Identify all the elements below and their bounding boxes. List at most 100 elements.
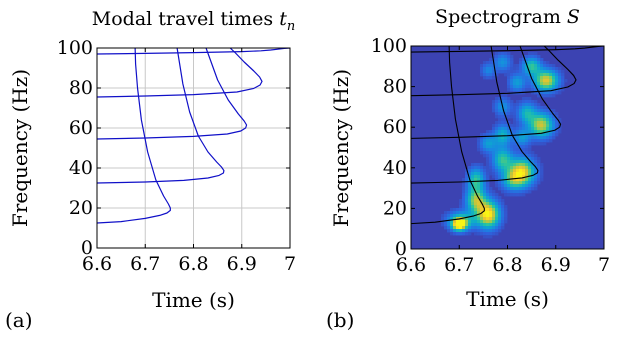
chart-b-heatmap-cell [537, 76, 541, 80]
chart-b-heatmap-cell [525, 190, 529, 194]
chart-b-heatmap-cell [495, 214, 499, 218]
chart-b-heatmap-cell [546, 124, 550, 128]
chart-b-heatmap-cell [504, 211, 508, 215]
chart-b-heatmap-cell [501, 163, 505, 167]
chart-b-heatmap-cell [540, 109, 544, 113]
chart-b-heatmap-cell [498, 199, 502, 203]
chart-b-heatmap-cell [525, 118, 529, 122]
chart-b-heatmap-cell [507, 103, 511, 107]
chart-b-heatmap-cell [534, 187, 538, 191]
chart-b-heatmap-cell [519, 136, 523, 140]
chart-a-series [97, 48, 290, 224]
chart-b-heatmap-cell [528, 121, 532, 125]
chart-b-heatmap-cell [486, 235, 490, 239]
chart-b-heatmap-cell [492, 127, 496, 131]
chart-b-heatmap-cell [486, 67, 490, 71]
chart-b-heatmap-cell [489, 169, 493, 173]
chart-b-heatmap-cell [489, 157, 493, 161]
chart-b-heatmap-cell [486, 70, 490, 74]
chart-b-heatmap-cell [501, 64, 505, 68]
chart-b-heatmap-cell [519, 121, 523, 125]
chart-b-heatmap-cell [483, 172, 487, 176]
chart-b-heatmap-cell [534, 91, 538, 95]
chart-b-heatmap-cell [504, 142, 508, 146]
chart-b-heatmap-cell [468, 211, 472, 215]
chart-b-heatmap-cell [546, 88, 550, 92]
chart-b-heatmap-cell [540, 130, 544, 134]
chart-b-heatmap-cell [534, 163, 538, 167]
chart-b-heatmap-cell [510, 178, 514, 182]
chart-b-heatmap-cell [462, 208, 466, 212]
chart-b-heatmap-cell [516, 100, 520, 104]
chart-b-heatmap-cell [465, 211, 469, 215]
chart-b-heatmap-cell [471, 181, 475, 185]
chart-b-heatmap-cell [546, 139, 550, 143]
chart-b-heatmap-cell [480, 133, 484, 137]
chart-b-heatmap-cell [489, 64, 493, 68]
chart-b-heatmap-cell [537, 58, 541, 62]
chart-b-heatmap-cell [522, 130, 526, 134]
chart-a-ylabel: Frequency (Hz) [8, 69, 32, 227]
chart-b-heatmap-cell [516, 178, 520, 182]
chart-b-heatmap-cell [477, 205, 481, 209]
chart-b-heatmap-cell [540, 115, 544, 119]
chart-b-heatmap-cell [465, 172, 469, 176]
chart-b-heatmap-cell [549, 64, 553, 68]
chart-b-heatmap-cell [495, 175, 499, 179]
chart-b-heatmap-cell [516, 175, 520, 179]
chart-b-heatmap-cell [504, 52, 508, 56]
chart-b-heatmap-cell [447, 223, 451, 227]
chart-b-heatmap-cell [522, 184, 526, 188]
chart-b-heatmap-cell [519, 127, 523, 131]
chart-b-heatmap-cell [483, 148, 487, 152]
chart-b-heatmap-cell [531, 130, 535, 134]
chart-b-heatmap-cell [480, 232, 484, 236]
chart-b-heatmap-cell [546, 94, 550, 98]
chart-b-heatmap-cell [480, 223, 484, 227]
chart-b-heatmap-cell [486, 163, 490, 167]
chart-b-heatmap-cell [480, 226, 484, 230]
chart-b-heatmap-cell [465, 184, 469, 188]
chart-b-heatmap-cell [450, 226, 454, 230]
chart-b-heatmap-cell [537, 55, 541, 59]
chart-b-heatmap-cell [501, 148, 505, 152]
chart-b-heatmap-cell [525, 82, 529, 86]
chart-b-heatmap-cell [540, 58, 544, 62]
chart-b-heatmap-cell [480, 196, 484, 200]
chart-b-heatmap-cell [531, 133, 535, 137]
chart-b-heatmap-cell [504, 220, 508, 224]
chart-b-heatmap-cell [498, 112, 502, 116]
chart-b-heatmap-cell [513, 142, 517, 146]
chart-b-heatmap-cell [504, 169, 508, 173]
chart-b-heatmap-cell [441, 223, 445, 227]
chart-b-heatmap-cell [486, 181, 490, 185]
chart-b-heatmap-cell [510, 64, 514, 68]
chart-b-heatmap-cell [501, 97, 505, 101]
chart-b-heatmap-cell [558, 91, 562, 95]
chart-b-heatmap-cell [534, 157, 538, 161]
chart-b-heatmap-cell [534, 52, 538, 56]
chart-b-heatmap-cell [492, 55, 496, 59]
chart-b-heatmap-cell [522, 97, 526, 101]
chart-b-heatmap-cell [489, 130, 493, 134]
chart-b-heatmap-cell [492, 190, 496, 194]
chart-b-heatmap-cell [534, 142, 538, 146]
chart-b-heatmap-cell [501, 169, 505, 173]
chart-b-heatmap-cell [462, 193, 466, 197]
chart-b-heatmap-cell [474, 202, 478, 206]
chart-b-heatmap-cell [525, 85, 529, 89]
chart-b-heatmap-cell [495, 202, 499, 206]
chart-b-heatmap-cell [510, 103, 514, 107]
chart-b-heatmap-cell [513, 175, 517, 179]
chart-b-heatmap-cell [444, 211, 448, 215]
chart-b-heatmap-cell [513, 154, 517, 158]
chart-b-heatmap-cell [510, 82, 514, 86]
chart-b-heatmap-cell [489, 61, 493, 65]
chart-b-heatmap-cell [537, 106, 541, 110]
chart-b-heatmap-cell [516, 76, 520, 80]
chart-b-heatmap-cell [510, 169, 514, 173]
chart-b-heatmap-cell [510, 181, 514, 185]
chart-b-heatmap-cell [534, 109, 538, 113]
chart-a-xlabel: Time (s) [152, 288, 235, 312]
chart-b-heatmap-cell [480, 142, 484, 146]
